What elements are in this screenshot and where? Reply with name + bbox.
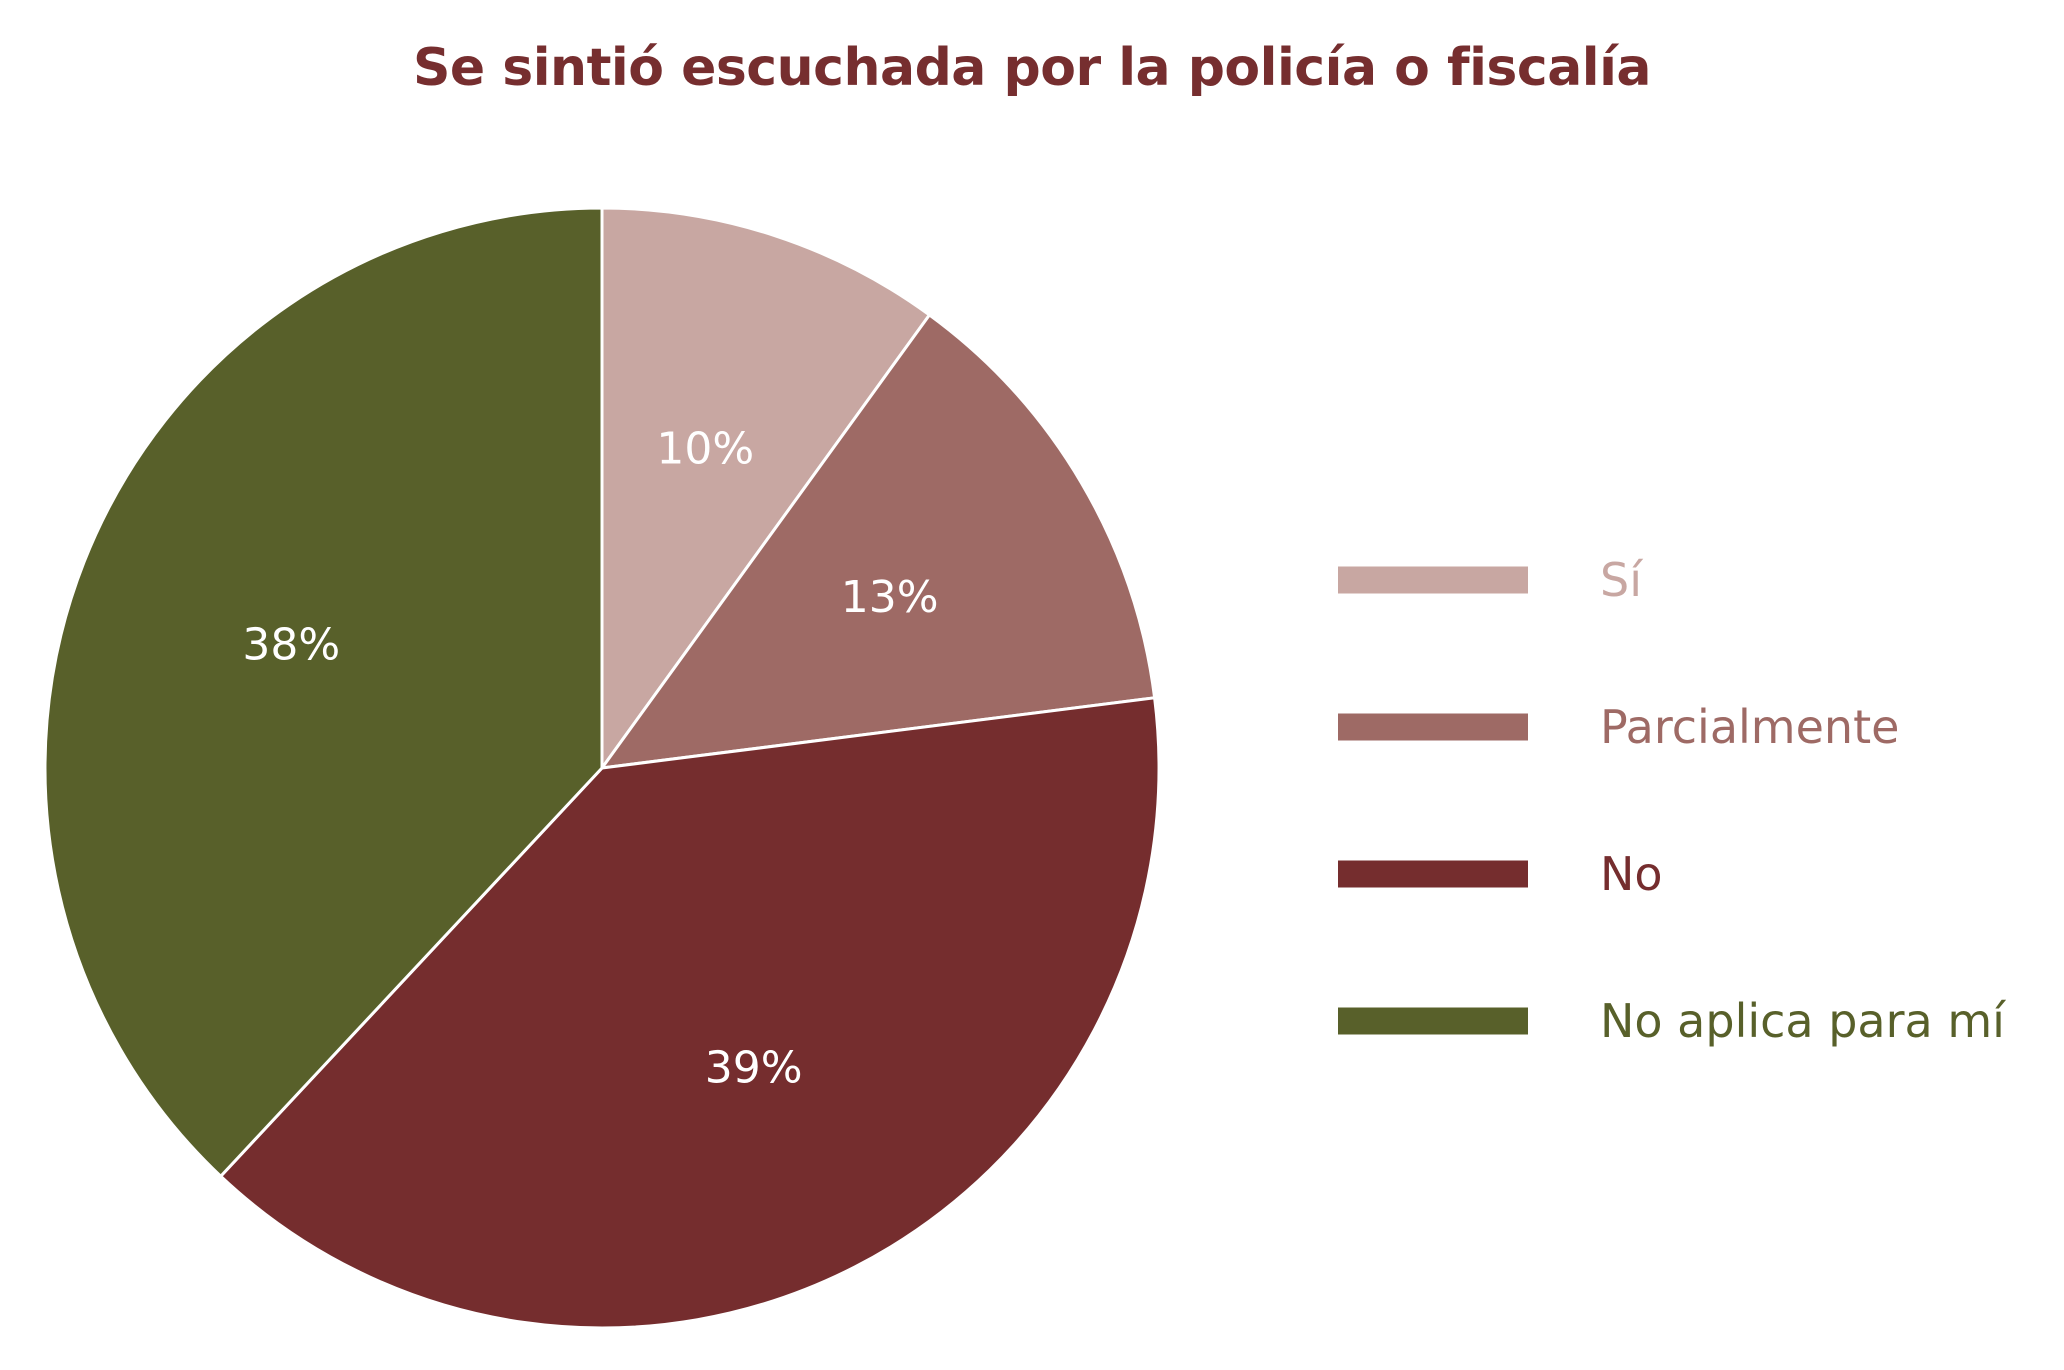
legend-swatch-3 (1338, 1007, 1528, 1035)
legend-label-1: Parcialmente (1600, 700, 1899, 754)
pie-slice-3 (43, 206, 604, 1178)
legend-swatch-1 (1338, 713, 1528, 741)
slice-value-label-2: 39% (705, 1042, 803, 1093)
legend: Sí Parcialmente No No aplica para mí (1338, 553, 2006, 1048)
legend-label-0: Sí (1600, 553, 1643, 607)
chart-title: Se sintió escuchada por la policía o fis… (412, 38, 1652, 98)
slice-value-label-0: 10% (656, 423, 754, 474)
legend-label-2: No (1600, 847, 1663, 901)
pie-slice-labels: 10% 13% 39% 38% (242, 423, 938, 1093)
legend-swatch-2 (1338, 860, 1528, 888)
slice-value-label-3: 38% (242, 619, 340, 670)
pie-slice-0 (600, 206, 931, 770)
legend-swatch-0 (1338, 566, 1528, 594)
legend-label-3: No aplica para mí (1600, 994, 2006, 1048)
legend-item-0: Sí (1338, 553, 1643, 607)
pie-slice-1 (600, 313, 1157, 770)
legend-item-1: Parcialmente (1338, 700, 1899, 754)
pie-slices (43, 206, 1161, 1330)
legend-item-3: No aplica para mí (1338, 994, 2006, 1048)
slice-value-label-1: 13% (841, 572, 939, 623)
legend-item-2: No (1338, 847, 1663, 901)
pie-slice-2 (219, 696, 1161, 1330)
